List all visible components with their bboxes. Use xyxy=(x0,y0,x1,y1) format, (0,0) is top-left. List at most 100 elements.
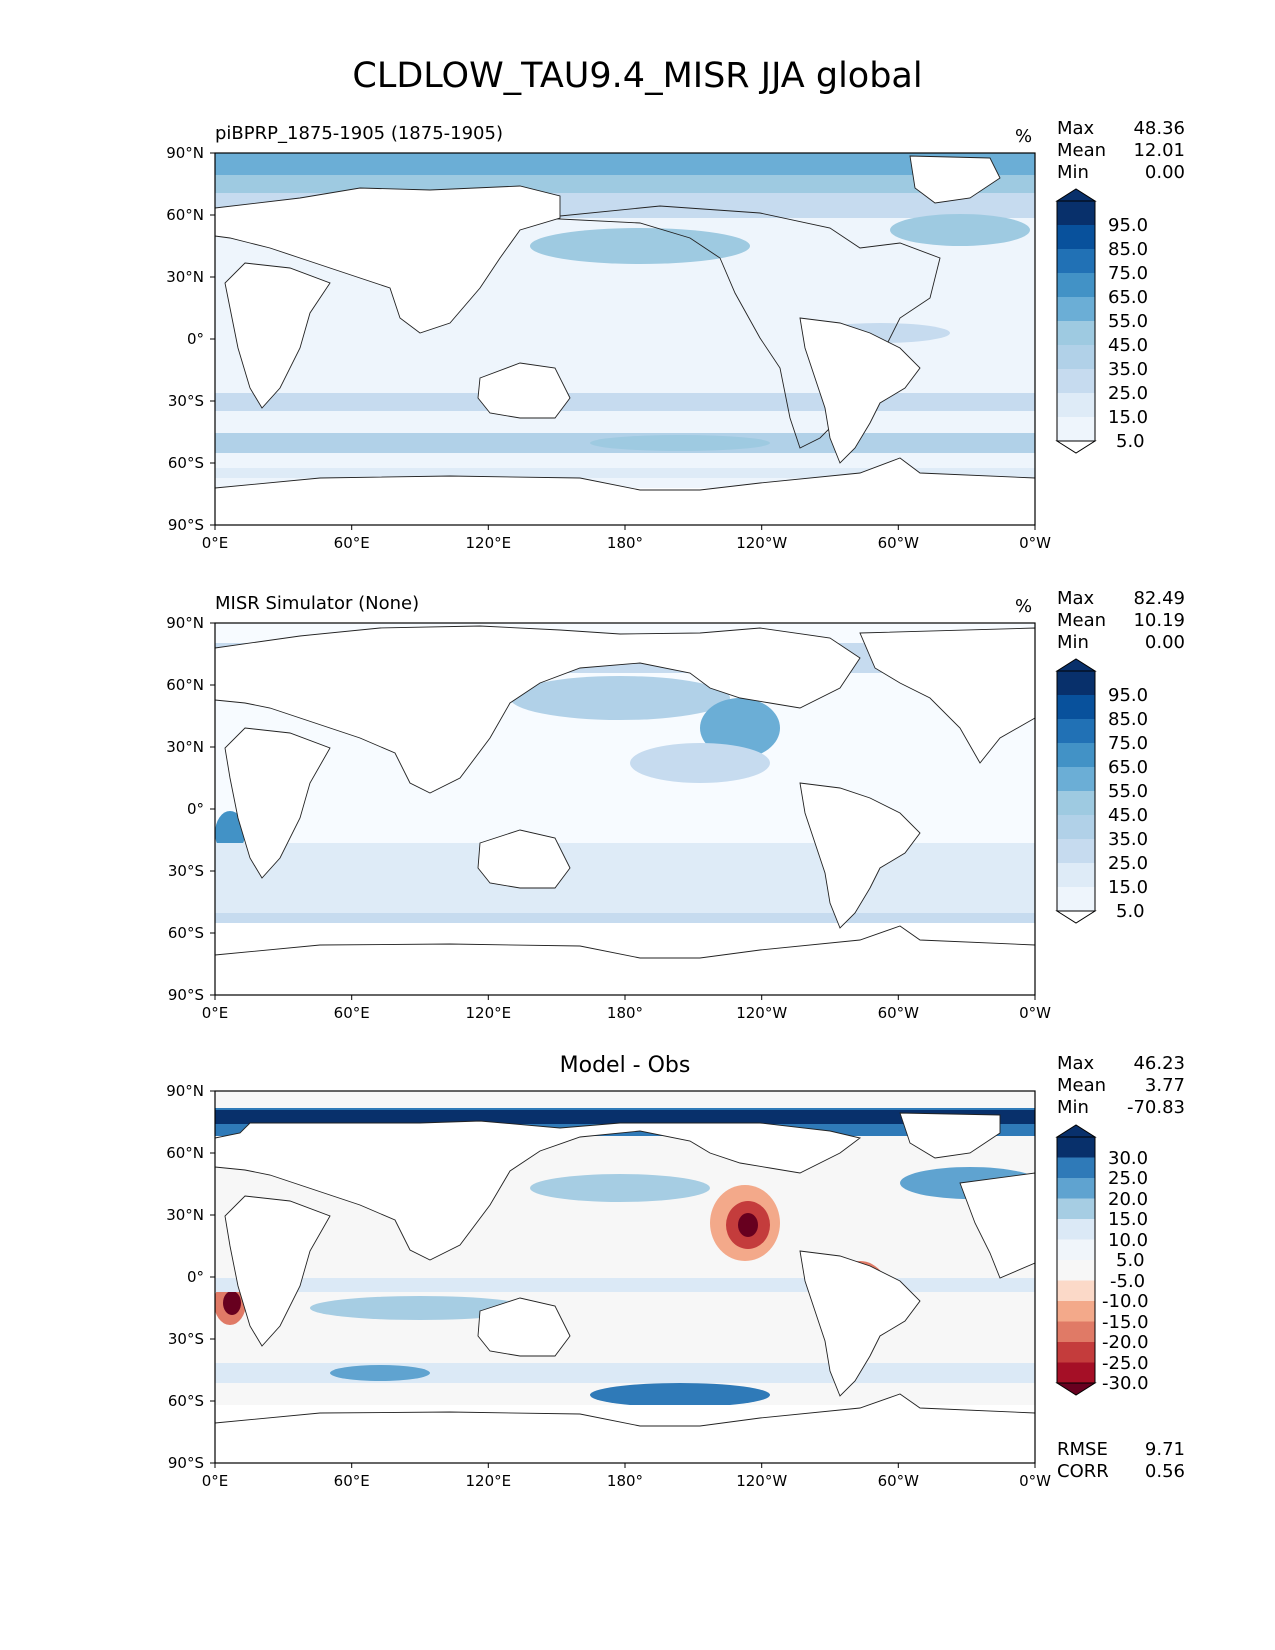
x-tick-label: 180° xyxy=(607,1004,643,1022)
stat-max-value: 46.23 xyxy=(1133,1053,1185,1074)
panel-title: piBPRP_1875-1905 (1875-1905) xyxy=(215,123,503,144)
colorbar-label: 10.0 xyxy=(1108,1230,1148,1251)
colorbar-label: 25.0 xyxy=(1108,1168,1148,1189)
colorbar-label: 20.0 xyxy=(1108,1189,1148,1210)
stat-min-label: Min xyxy=(1057,162,1089,183)
panel-middle: MISR Simulator (None) % Max 82.49 Mean 10.… xyxy=(0,588,1275,1028)
stat-mean-label: Mean xyxy=(1057,1075,1107,1096)
panel-title: Model - Obs xyxy=(559,1053,691,1078)
stat-mean-label: Mean xyxy=(1057,140,1107,161)
x-tick-label: 120°E xyxy=(465,1472,511,1490)
x-tick-label: 180° xyxy=(607,1472,643,1490)
colorbar-label: 5.0 xyxy=(1116,901,1145,922)
y-tick-label: 30°N xyxy=(166,738,204,756)
colorbar-label: 35.0 xyxy=(1108,829,1148,850)
colorbar: 30.0 25.0 20.0 15.0 10.0 5.0 -5.0 -10.0 … xyxy=(1055,1124,1149,1396)
y-tick-label: 60°S xyxy=(168,1392,204,1410)
stat-mean-value: 12.01 xyxy=(1133,140,1185,161)
stat-mean-value: 10.19 xyxy=(1133,610,1185,631)
figure-title: CLDLOW_TAU9.4_MISR JJA global xyxy=(352,56,923,96)
y-tick-label: 60°N xyxy=(166,206,204,224)
x-tick-label: 120°W xyxy=(736,1004,787,1022)
x-tick-label: 60°W xyxy=(878,1004,920,1022)
y-axis: 90°N 60°N 30°N 0° 30°S 60°S 90°S xyxy=(166,1082,215,1472)
colorbar-label: 45.0 xyxy=(1108,335,1148,356)
y-tick-label: 60°S xyxy=(168,454,204,472)
colorbar-label: -10.0 xyxy=(1102,1291,1149,1312)
y-tick-label: 90°N xyxy=(166,614,204,632)
x-axis: 0°E 60°E 120°E 180° 120°W 60°W 0°W xyxy=(202,995,1051,1022)
colorbar-label: 75.0 xyxy=(1108,263,1148,284)
map-field xyxy=(215,153,1035,525)
rmse-value: 9.71 xyxy=(1144,1439,1185,1460)
y-tick-label: 90°S xyxy=(168,1454,204,1472)
x-axis: 0°E 60°E 120°E 180° 120°W 60°W 0°W xyxy=(202,1463,1051,1490)
x-tick-label: 60°E xyxy=(334,1472,370,1490)
metrics-block: RMSE 9.71 CORR 0.56 xyxy=(1057,1439,1185,1483)
colorbar-label: 5.0 xyxy=(1116,431,1145,452)
colorbar-label: -30.0 xyxy=(1102,1373,1149,1394)
x-tick-label: 120°E xyxy=(465,1004,511,1022)
x-tick-label: 60°E xyxy=(334,534,370,552)
stat-max-value: 48.36 xyxy=(1133,118,1185,139)
stat-max-value: 82.49 xyxy=(1133,588,1185,609)
colorbar-label: 30.0 xyxy=(1108,1148,1148,1169)
x-tick-label: 60°W xyxy=(878,534,920,552)
map-field xyxy=(215,1091,1035,1463)
y-tick-label: 90°N xyxy=(166,144,204,162)
y-tick-label: 60°N xyxy=(166,1144,204,1162)
colorbar-label: 95.0 xyxy=(1108,685,1148,706)
x-tick-label: 0°W xyxy=(1019,534,1051,552)
stat-min-value: -70.83 xyxy=(1126,1097,1185,1118)
colorbar-label: 25.0 xyxy=(1108,383,1148,404)
y-tick-label: 30°S xyxy=(168,392,204,410)
map-field xyxy=(215,623,1035,995)
stat-max-label: Max xyxy=(1057,1053,1095,1074)
colorbar-label: 75.0 xyxy=(1108,733,1148,754)
stat-mean-label: Mean xyxy=(1057,610,1107,631)
units-label: % xyxy=(1015,596,1033,617)
x-tick-label: 0°W xyxy=(1019,1004,1051,1022)
x-tick-label: 0°E xyxy=(202,1004,229,1022)
map-svg: 0°E 60°E 120°E 180° 120°W 60°W 0°W 90°N … xyxy=(166,614,1148,1022)
colorbar-label: 15.0 xyxy=(1108,407,1148,428)
colorbar-label: 15.0 xyxy=(1108,1209,1148,1230)
colorbar-label: 15.0 xyxy=(1108,877,1148,898)
y-tick-label: 30°S xyxy=(168,862,204,880)
corr-value: 0.56 xyxy=(1144,1461,1185,1482)
y-tick-label: 90°S xyxy=(168,986,204,1004)
units-label: % xyxy=(1015,126,1033,147)
y-tick-label: 90°S xyxy=(168,516,204,534)
x-tick-label: 180° xyxy=(607,534,643,552)
stat-min-value: 0.00 xyxy=(1144,162,1185,183)
stat-max-label: Max xyxy=(1057,118,1095,139)
colorbar-label: 5.0 xyxy=(1116,1250,1145,1271)
y-tick-label: 30°N xyxy=(166,1206,204,1224)
stat-max-label: Max xyxy=(1057,588,1095,609)
colorbar-label: 55.0 xyxy=(1108,781,1148,802)
colorbar-label: -15.0 xyxy=(1102,1312,1149,1333)
x-tick-label: 0°W xyxy=(1019,1472,1051,1490)
colorbar-label: 85.0 xyxy=(1108,709,1148,730)
panel-bottom: Model - Obs Max 46.23 Mean 3.77 Min -70.83 … xyxy=(0,1053,1275,1523)
colorbar-label: 65.0 xyxy=(1108,287,1148,308)
y-tick-label: 30°S xyxy=(168,1330,204,1348)
colorbar-label: 85.0 xyxy=(1108,239,1148,260)
x-tick-label: 0°E xyxy=(202,1472,229,1490)
rmse-label: RMSE xyxy=(1057,1439,1108,1460)
x-axis: 0°E 60°E 120°E 180° 120°W 60°W 0°W xyxy=(202,525,1051,552)
y-axis: 90°N 60°N 30°N 0° 30°S 60°S 90°S xyxy=(166,144,215,534)
y-tick-label: 0° xyxy=(187,1268,204,1286)
stats-block: Max 82.49 Mean 10.19 Min 0.00 xyxy=(1057,588,1185,654)
x-tick-label: 120°W xyxy=(736,1472,787,1490)
y-axis: 90°N 60°N 30°N 0° 30°S 60°S 90°S xyxy=(166,614,215,1004)
map-svg: 0°E 60°E 120°E 180° 120°W 60°W 0°W 90°N … xyxy=(166,1082,1149,1490)
x-tick-label: 120°E xyxy=(465,534,511,552)
colorbar-label: 45.0 xyxy=(1108,805,1148,826)
panel-title: MISR Simulator (None) xyxy=(215,593,420,614)
x-tick-label: 60°E xyxy=(334,1004,370,1022)
map-svg: 0°E 60°E 120°E 180° 120°W 60°W 0°W 90°N … xyxy=(166,144,1148,552)
colorbar-label: 35.0 xyxy=(1108,359,1148,380)
colorbar-label: 95.0 xyxy=(1108,215,1148,236)
colorbar-label: -5.0 xyxy=(1110,1271,1145,1292)
